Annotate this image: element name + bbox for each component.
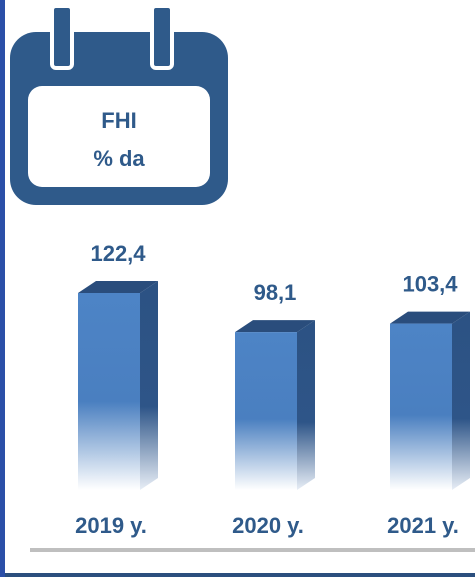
value-label: 103,4 [402,271,458,296]
bar-top [78,281,158,293]
value-label: 98,1 [254,280,297,305]
value-label: 122,4 [90,241,146,266]
bar-side [452,311,470,490]
calendar-icon [10,4,228,205]
bar [78,293,140,490]
bar-top [390,311,470,324]
baseline [30,548,475,552]
chart-title: FHI [101,108,136,133]
left-border [0,0,5,577]
bottom-border [5,573,475,577]
bar-side [140,281,158,490]
bar [390,323,452,490]
x-tick-label: 2021 y. [387,513,459,538]
x-tick-label: 2019 y. [75,513,147,538]
bar [235,332,297,490]
bar-top [235,320,315,333]
x-tick-label: 2020 y. [232,513,304,538]
chart-subtitle: % da [93,146,145,171]
bar-side [297,320,315,490]
